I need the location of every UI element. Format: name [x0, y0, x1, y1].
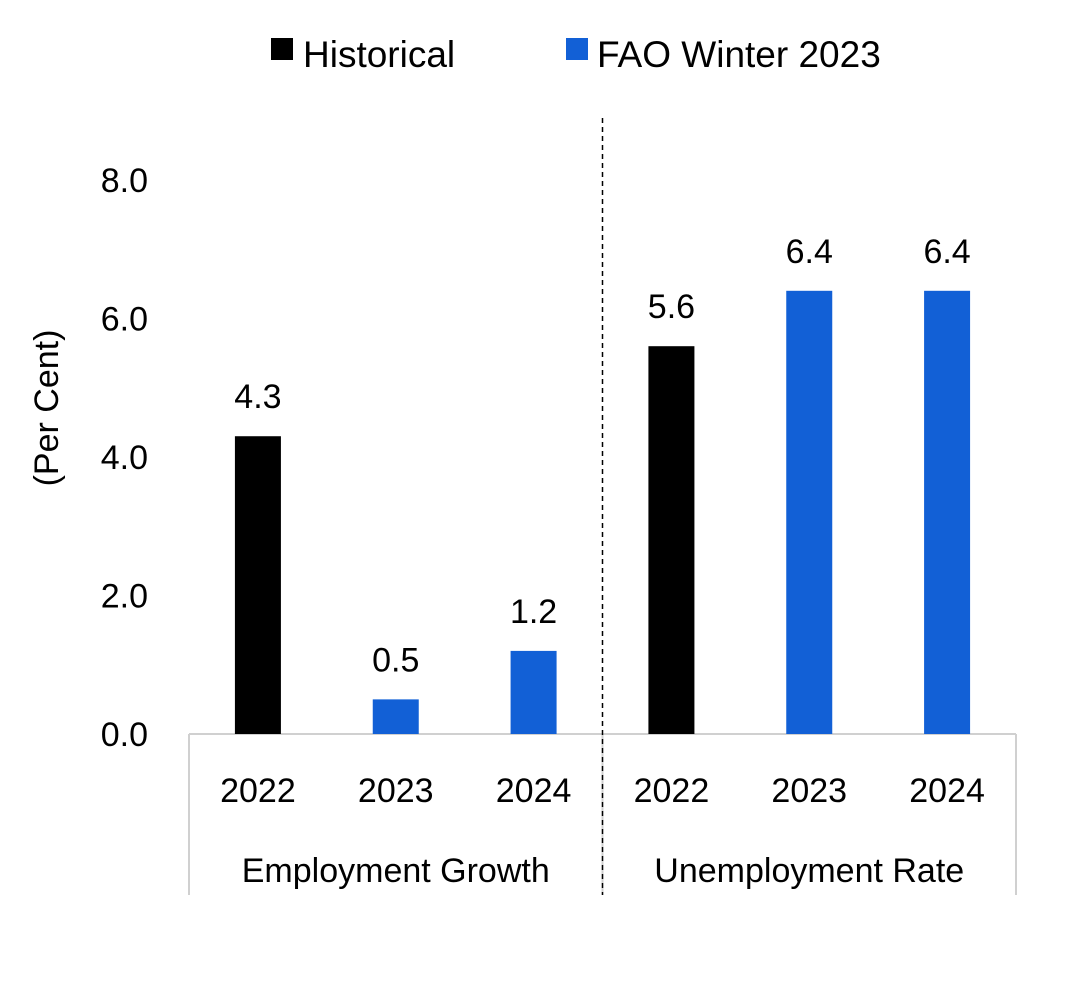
axis-lines [188, 118, 1017, 895]
bar-fao-winter-2023 [510, 650, 557, 734]
y-tick-label: 0.0 [101, 716, 148, 754]
bars [234, 290, 971, 734]
bar-fao-winter-2023 [924, 290, 971, 734]
x-category-label: 2022 [634, 772, 710, 810]
legend: Historical FAO Winter 2023 [271, 34, 881, 75]
value-labels: 4.3 5.6 0.5 1.2 6.4 6.4 [234, 233, 970, 680]
bar-historical [234, 436, 281, 734]
x-category-label: 2024 [496, 772, 572, 810]
category-labels: 2022 2023 2024 2022 2023 2024 [220, 772, 985, 810]
x-category-label: 2023 [771, 772, 847, 810]
legend-label-fao-winter-2023: FAO Winter 2023 [597, 34, 881, 75]
group-labels: Employment Growth Unemployment Rate [242, 852, 964, 890]
bar-value-label: 5.6 [648, 288, 695, 326]
y-tick-label: 8.0 [101, 162, 148, 200]
bar-value-label: 1.2 [510, 593, 557, 631]
x-category-label: 2022 [220, 772, 296, 810]
y-axis-ticks: 0.0 2.0 4.0 6.0 8.0 [101, 162, 148, 754]
x-group-label-employment-growth: Employment Growth [242, 852, 550, 890]
x-category-label: 2024 [909, 772, 985, 810]
bar-value-label: 0.5 [372, 641, 419, 679]
bar-value-label: 4.3 [234, 378, 281, 416]
bar-value-label: 6.4 [923, 233, 970, 271]
y-tick-label: 6.0 [101, 301, 148, 339]
legend-label-historical: Historical [303, 34, 455, 75]
bar-value-label: 6.4 [786, 233, 833, 271]
bar-fao-winter-2023 [372, 699, 419, 734]
x-category-label: 2023 [358, 772, 434, 810]
y-tick-label: 4.0 [101, 439, 148, 477]
x-group-label-unemployment-rate: Unemployment Rate [654, 852, 964, 890]
bar-historical [648, 346, 695, 734]
y-axis-label: (Per Cent) [28, 330, 66, 487]
legend-swatch-historical [271, 38, 293, 60]
bar-fao-winter-2023 [786, 290, 833, 734]
y-tick-label: 2.0 [101, 578, 148, 616]
legend-swatch-fao-winter-2023 [566, 38, 588, 60]
